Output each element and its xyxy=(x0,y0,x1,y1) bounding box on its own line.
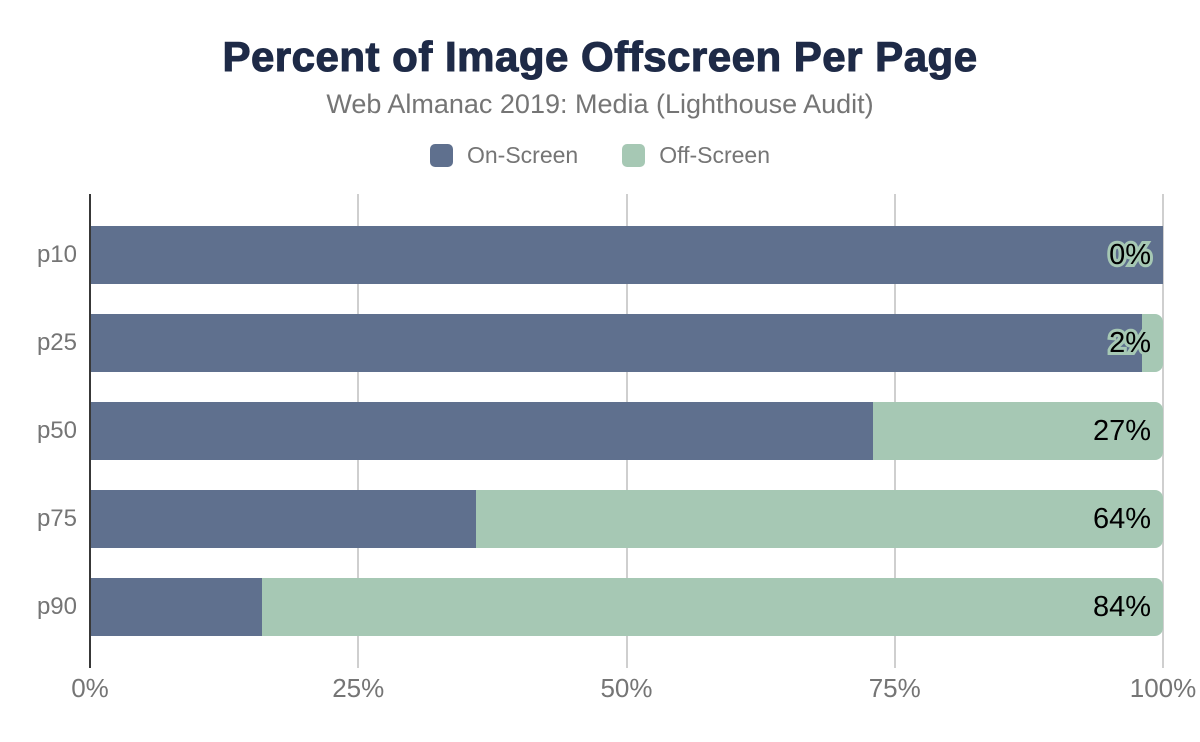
y-category-label: p90 xyxy=(36,593,77,620)
chart-subtitle: Web Almanac 2019: Media (Lighthouse Audi… xyxy=(326,89,874,119)
bar-value-label: 84% 84% xyxy=(1090,578,1154,636)
legend-item-on-screen: On-Screen xyxy=(429,141,579,169)
bar-value-text: 27% xyxy=(1092,415,1151,447)
legend-swatch-on-screen xyxy=(429,143,453,167)
bar-value-halo: 27% xyxy=(1090,412,1154,450)
y-category-label: p25 xyxy=(36,329,77,356)
bar-value-label: 64% 64% xyxy=(1090,490,1154,548)
bar-value-text: 64% xyxy=(1092,503,1151,535)
bar-segment-on-screen xyxy=(90,490,476,548)
y-category-label: p10 xyxy=(36,241,77,268)
bar-value-halo: 84% xyxy=(1090,588,1154,626)
bar-segment-off-screen xyxy=(1142,314,1163,372)
bar-segment-on-screen xyxy=(90,314,1142,372)
bar-segment-on-screen xyxy=(90,402,873,460)
bar-value-text: 0% xyxy=(1109,239,1151,271)
y-category-label: p50 xyxy=(36,417,77,444)
bar-segment-off-screen xyxy=(262,578,1163,636)
bar-value-text: 84% xyxy=(1092,591,1151,623)
bar-value-halo: 64% xyxy=(1090,500,1154,538)
chart-legend: On-Screen Off-Screen xyxy=(0,141,1200,169)
bar-value-halo: 2% xyxy=(1106,324,1154,362)
legend-label: On-Screen xyxy=(466,141,579,168)
x-tick-label: 50% xyxy=(600,673,653,703)
bar-segment-off-screen xyxy=(476,490,1163,548)
bar-value-label: 27% 27% xyxy=(1090,402,1154,460)
x-gridline xyxy=(1162,194,1164,668)
x-tick-label: 25% xyxy=(332,673,385,703)
bar-value-label: 2% 2% xyxy=(1106,314,1154,372)
legend-swatch-off-screen xyxy=(622,143,646,167)
bar-segment-off-screen xyxy=(873,402,1163,460)
bar-segment-on-screen xyxy=(90,226,1163,284)
legend-label: Off-Screen xyxy=(659,141,770,168)
bar-segment-on-screen xyxy=(90,578,262,636)
legend-item-off-screen: Off-Screen xyxy=(622,142,770,169)
y-category-label: p75 xyxy=(36,505,77,532)
y-axis-line xyxy=(89,194,91,668)
x-tick-label: 0% xyxy=(71,673,109,703)
x-tick-label: 75% xyxy=(868,673,921,703)
bar-value-halo: 0% xyxy=(1106,236,1154,274)
bar-value-label: 0% 0% xyxy=(1106,226,1154,284)
chart-title: Percent of Image Offscreen Per Page xyxy=(222,32,978,80)
x-tick-label: 100% xyxy=(1129,673,1197,703)
bar-value-text: 2% xyxy=(1109,327,1151,359)
